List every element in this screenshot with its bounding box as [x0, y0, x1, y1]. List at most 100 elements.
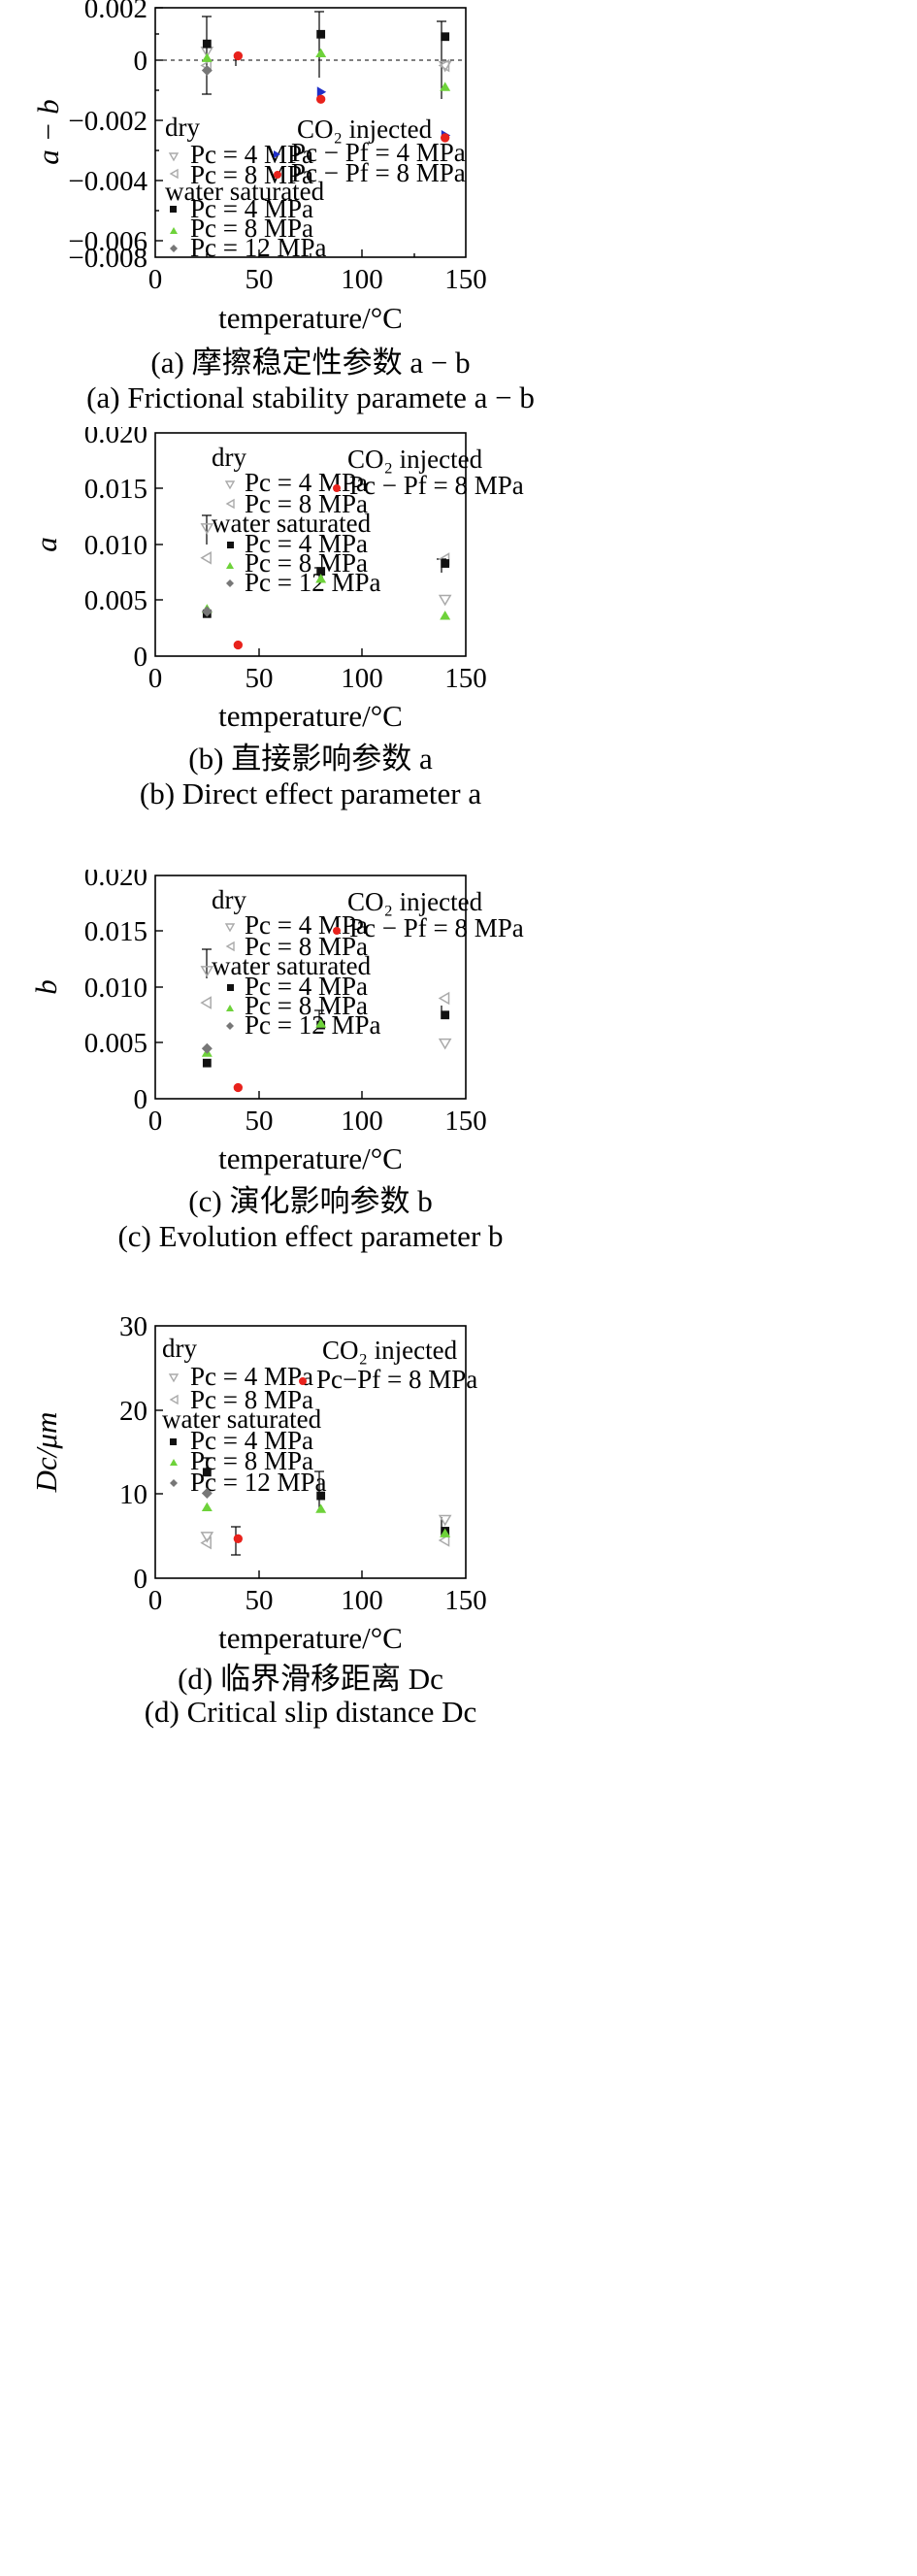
y-tick-label: 0	[134, 46, 148, 77]
x-tick-marks	[258, 648, 363, 656]
legend-label: Pc = 4 MPa	[245, 910, 368, 940]
x-tick-label: 50	[246, 1585, 274, 1616]
data-point	[441, 1010, 450, 1020]
legend-group-water: water saturated	[162, 1404, 322, 1434]
x-tick-label: 50	[246, 1106, 274, 1137]
legend-marker-water-4	[227, 984, 234, 991]
legend-marker-water-8	[170, 1459, 178, 1466]
data-point	[233, 50, 244, 61]
y-axis-label: Dc/μm	[29, 1412, 63, 1494]
data-point	[316, 1491, 326, 1501]
legend-label: Pc−Pf = 8 MPa	[316, 1365, 477, 1394]
data-point	[201, 606, 213, 617]
y-tick-label: 0	[134, 642, 148, 673]
data-point	[316, 29, 326, 39]
legend-marker-dry-4	[224, 480, 236, 490]
y-tick-label: 0.005	[84, 1028, 147, 1059]
data-point	[315, 1018, 327, 1028]
data-point	[438, 1038, 452, 1050]
legend-marker-water-8	[226, 562, 234, 569]
data-point	[202, 1468, 212, 1477]
plot-area-d: 30 20 10 0 0 50 100 150 temperature/°C D…	[29, 1314, 487, 1655]
data-point	[200, 996, 212, 1009]
legend-marker-dry-8	[225, 498, 235, 510]
x-axis-label: temperature/°C	[218, 699, 403, 733]
chart-panel-b: 0.020 0.015 0.010 0.005 0 0 50 100 150 t…	[29, 427, 524, 810]
legend-group-co2: CO₂ injected	[322, 1336, 458, 1365]
x-tick-label: 50	[246, 663, 274, 694]
legend-label: Pc = 4 MPa	[245, 468, 368, 497]
x-tick-label: 150	[444, 264, 487, 295]
legend-label: Pc − Pf = 8 MPa	[291, 158, 466, 187]
x-tick-label: 100	[341, 264, 383, 295]
legend-marker-water-4	[170, 206, 177, 213]
y-tick-marks	[155, 930, 163, 1043]
legend-label: Pc − Pf = 8 MPa	[349, 913, 524, 942]
legend-label: Pc = 4 MPa	[190, 1362, 313, 1391]
y-tick-label: −0.004	[68, 166, 147, 197]
data-point	[441, 559, 450, 568]
x-tick-label: 50	[246, 264, 274, 295]
data-point	[438, 58, 450, 73]
caption-cn: (a) 摩擦稳定性参数 a − b	[150, 346, 470, 380]
data-point	[316, 567, 326, 576]
data-point	[438, 991, 450, 1006]
legend-label: Pc − Pf = 8 MPa	[349, 471, 524, 500]
legend-group-dry: dry	[212, 885, 246, 914]
y-axis-label: a − b	[31, 99, 65, 164]
caption-cn: (b) 直接影响参数 a	[188, 742, 433, 776]
legend-c: dry Pc = 4 MPa Pc = 8 MPa water saturate…	[212, 885, 524, 1040]
data-point	[200, 1536, 212, 1550]
legend-marker-dry-4	[168, 1373, 180, 1383]
y-tick-label: 0.010	[84, 530, 147, 561]
y-tick-label: 20	[119, 1396, 147, 1427]
legend-group-water: water saturated	[165, 177, 325, 206]
plot-area-a: 0.002 0 −0.002 −0.004 −0.006 −0.008 0 50…	[31, 0, 487, 335]
data-point	[440, 611, 451, 620]
y-tick-label: 0.015	[84, 474, 147, 505]
x-tick-label: 0	[148, 1585, 163, 1616]
legend-label: Pc = 4 MPa	[190, 140, 313, 169]
legend-marker-water-12	[170, 245, 178, 252]
plot-area-b: 0.020 0.015 0.010 0.005 0 0 50 100 150 t…	[29, 427, 524, 733]
legend-label: Pc = 8 MPa	[245, 932, 368, 961]
y-tick-marks	[155, 7, 163, 242]
x-tick-label: 100	[341, 1106, 383, 1137]
y-tick-marks	[155, 487, 163, 601]
legend-marker-co2-8	[299, 1377, 307, 1385]
y-tick-label: −0.006	[68, 226, 147, 257]
legend-group-dry: dry	[165, 113, 200, 142]
caption-en: (d) Critical slip distance Dc	[145, 1695, 477, 1729]
x-tick-label: 0	[148, 663, 163, 694]
data-point	[315, 1503, 327, 1513]
legend-marker-co2-8	[274, 171, 281, 179]
caption-en: (c) Evolution effect parameter b	[117, 1219, 503, 1253]
legend-marker-dry-8	[169, 1394, 179, 1405]
data-point	[315, 574, 327, 583]
legend-group-dry: dry	[212, 443, 246, 472]
data-point	[438, 1534, 450, 1547]
legend-a: dry Pc = 4 MPa Pc = 8 MPa water saturate…	[165, 113, 466, 262]
x-tick-label: 150	[444, 1585, 487, 1616]
legend-label: Pc = 8 MPa	[245, 489, 368, 518]
data-point	[441, 32, 450, 42]
legend-label: Pc = 8 MPa	[190, 160, 313, 189]
plot-frame	[154, 1325, 467, 1579]
data-point	[233, 640, 244, 650]
legend-marker-dry-8	[225, 941, 235, 952]
legend-group-co2: CO₂ injected	[347, 445, 483, 474]
y-axis-label: a	[29, 537, 63, 552]
legend-marker-water-12	[170, 1479, 178, 1487]
y-tick-label: −0.008	[68, 243, 147, 274]
legend-label: Pc = 8 MPa	[245, 991, 368, 1020]
legend-marker-water-12	[226, 579, 234, 587]
data-point	[200, 523, 214, 535]
x-tick-label: 0	[148, 1106, 163, 1137]
data-point	[440, 133, 450, 143]
legend-group-water: water saturated	[212, 509, 372, 538]
y-tick-label: 0.015	[84, 916, 147, 947]
data-point	[233, 1534, 244, 1543]
chart-panel-d: 30 20 10 0 0 50 100 150 temperature/°C D…	[29, 1314, 487, 1729]
y-tick-label: 0	[134, 1084, 148, 1115]
legend-group-co2: CO₂ injected	[297, 115, 433, 144]
